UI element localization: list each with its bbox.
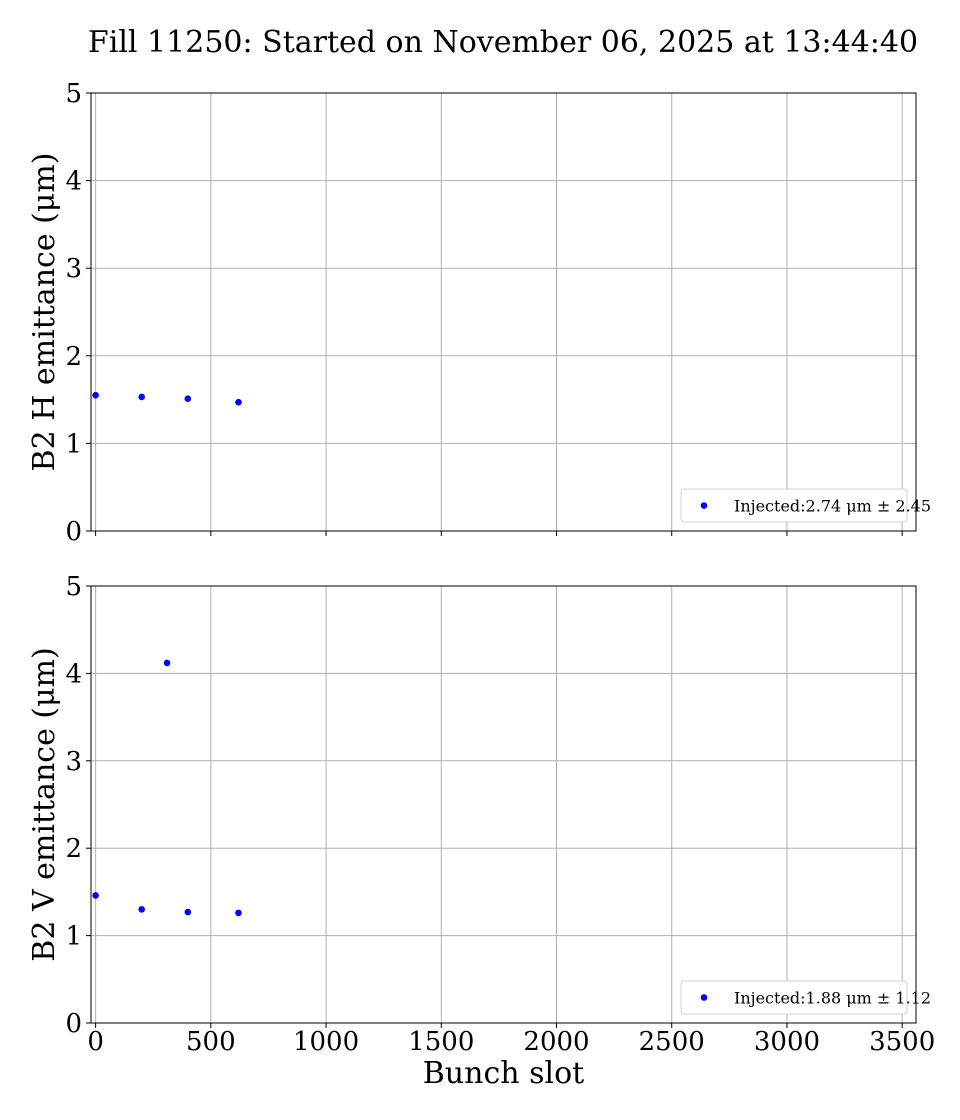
chart-title: Fill 11250: Started on November 06, 2025… xyxy=(88,25,918,60)
plot-area-frame xyxy=(90,92,917,532)
legend-label: Injected:2.74 μm ± 2.45 xyxy=(734,497,931,516)
y-tick-label: 3 xyxy=(65,747,82,777)
y-tick-label: 4 xyxy=(65,659,82,689)
x-tick-label: 3000 xyxy=(754,1027,820,1057)
x-tick-label: 3500 xyxy=(869,1027,935,1057)
data-point xyxy=(92,391,99,399)
x-tick-label: 500 xyxy=(186,1027,236,1057)
legend: Injected:2.74 μm ± 2.45 xyxy=(680,488,931,523)
y-tick-label: 3 xyxy=(65,254,82,284)
legend-box xyxy=(680,488,908,523)
y-tick-label: 2 xyxy=(65,834,82,864)
x-tick-label: 1000 xyxy=(293,1027,359,1057)
subplot-2: 0 1 2 3 4 5 0 500 1000 1500 2000 2500 3000 3500 B2 V e… xyxy=(27,572,935,1091)
data-point xyxy=(184,395,192,403)
y-tick-label: 0 xyxy=(65,1009,82,1039)
subplot-1: 0 1 2 3 4 5 B2 H emittance (μm) Injected:2.74 μ… xyxy=(27,79,931,547)
data-point xyxy=(235,398,242,406)
x-tick-label: 2500 xyxy=(639,1027,705,1057)
y-tick-label: 5 xyxy=(65,572,82,602)
plot-area-frame xyxy=(90,585,917,1024)
legend-marker xyxy=(700,502,708,509)
y-tick-label: 1 xyxy=(65,429,82,459)
data-point xyxy=(235,909,242,917)
legend-box xyxy=(680,980,908,1015)
x-tick-label: 2000 xyxy=(523,1027,589,1057)
data-point xyxy=(92,892,99,899)
x-tick-label: 1500 xyxy=(408,1027,474,1057)
y-tick-label: 2 xyxy=(65,342,82,372)
data-point xyxy=(184,908,192,916)
y-tick-label: 1 xyxy=(65,922,82,952)
x-axis-label: Bunch slot xyxy=(423,1056,584,1091)
y-axis-label: B2 H emittance (μm) xyxy=(27,153,62,472)
data-point xyxy=(138,393,145,401)
legend-marker xyxy=(700,994,708,1001)
x-tick-label: 0 xyxy=(87,1027,104,1057)
y-tick-label: 0 xyxy=(65,517,82,547)
legend: Injected:1.88 μm ± 1.12 xyxy=(680,980,931,1015)
data-point xyxy=(163,659,171,667)
y-tick-label: 5 xyxy=(65,79,82,109)
legend-label: Injected:1.88 μm ± 1.12 xyxy=(734,989,931,1008)
y-axis-label: B2 V emittance (μm) xyxy=(27,647,62,961)
y-tick-label: 4 xyxy=(65,167,82,197)
data-point xyxy=(138,906,145,913)
